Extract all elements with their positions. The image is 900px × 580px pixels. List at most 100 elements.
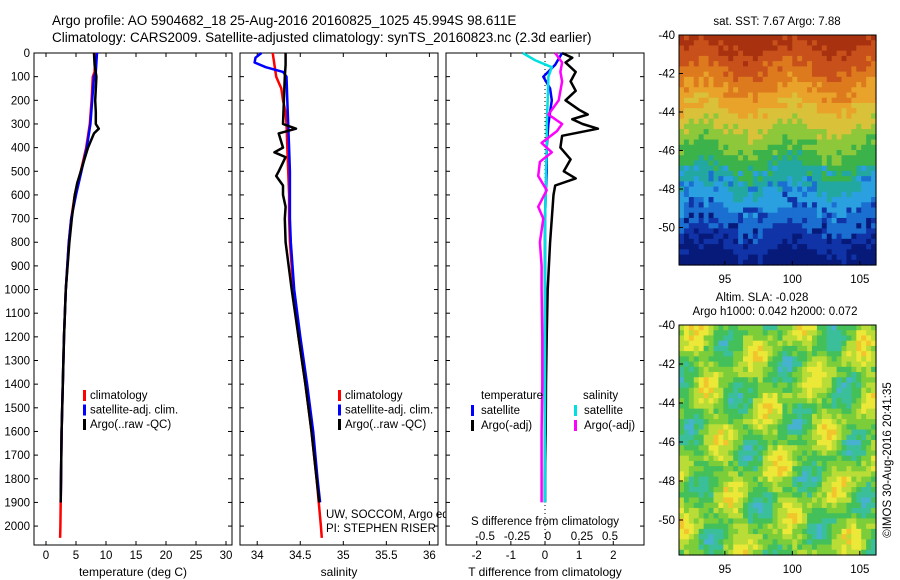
map-cell [777, 129, 784, 135]
map-cell [723, 513, 729, 520]
map-cell [718, 35, 724, 41]
map-cell [821, 50, 828, 57]
map-cell [683, 330, 690, 337]
map-cell [723, 40, 729, 47]
map-cell [846, 181, 852, 188]
map-cell [738, 228, 744, 235]
map-cell [688, 155, 695, 162]
map-cell [688, 507, 695, 514]
map-cell [856, 97, 862, 104]
map-cell [846, 345, 852, 352]
map-cell [743, 440, 749, 446]
map-cell [782, 55, 788, 62]
map-cell [802, 82, 808, 88]
map-cell [718, 129, 724, 135]
map-cell [733, 413, 739, 420]
map-cell [698, 102, 705, 109]
map-cell [777, 460, 784, 467]
map-cell [866, 202, 872, 209]
map-cell [777, 497, 784, 504]
map-cell [841, 76, 848, 83]
map-cell [728, 50, 734, 57]
map-cell [841, 534, 848, 540]
map-cell [826, 118, 833, 125]
sla-map-title: Altim. SLA: -0.028 [716, 292, 809, 304]
map-cell [851, 476, 857, 483]
map-cell [826, 429, 833, 436]
map-cell [713, 502, 719, 509]
map-cell [826, 403, 833, 410]
map-cell [856, 497, 862, 504]
map-cell [811, 356, 818, 363]
map-cell [772, 361, 779, 368]
map-cell [792, 387, 798, 394]
map-cell [856, 471, 862, 478]
map-cell [762, 471, 769, 478]
map-cell [826, 356, 833, 363]
map-cell [767, 429, 774, 436]
map-cell [703, 233, 710, 240]
map-cell [743, 259, 749, 266]
map-cell [816, 186, 823, 193]
map-cell [851, 129, 857, 135]
map-cell [826, 170, 833, 177]
map-cell [743, 528, 749, 535]
map-cell [693, 186, 700, 193]
map-cell [683, 440, 690, 446]
map-cell [747, 165, 754, 172]
map-cell [802, 191, 808, 198]
map-cell [718, 228, 724, 235]
map-cell [831, 223, 838, 230]
map-cell [698, 345, 705, 352]
map-cell [713, 238, 719, 245]
map-cell [811, 71, 818, 78]
map-cell [703, 87, 710, 94]
map-cell [743, 123, 749, 130]
map-cell [693, 228, 700, 235]
map-cell [723, 66, 729, 73]
map-cell [762, 50, 769, 57]
map-cell [866, 392, 872, 399]
map-cell [772, 238, 779, 245]
map-cell [679, 502, 685, 509]
map-cell [693, 340, 700, 347]
map-cell [703, 356, 710, 363]
map-cell [846, 476, 852, 483]
map-cell [767, 513, 774, 520]
map-cell [841, 45, 848, 52]
map-cell [743, 487, 749, 493]
map-cell [767, 507, 774, 514]
map-cell [851, 413, 857, 420]
map-cell [772, 45, 779, 52]
map-cell [728, 191, 734, 198]
map-cell [856, 377, 862, 384]
map-cell [713, 366, 719, 373]
map-cell [831, 392, 838, 399]
map-cell [772, 429, 779, 436]
map-cell [738, 82, 744, 88]
map-cell [831, 55, 838, 62]
xtick-label: 34.5 [289, 550, 311, 562]
map-cell [846, 160, 852, 167]
map-cell [831, 118, 838, 125]
map-cell [836, 471, 843, 478]
map-cell [747, 471, 754, 478]
map-cell [743, 113, 749, 120]
map-cell [841, 139, 848, 146]
map-cell [762, 160, 769, 167]
map-cell [747, 160, 754, 167]
map-cell [821, 377, 828, 384]
map-cell [811, 35, 818, 41]
map-cell [871, 186, 877, 193]
map-cell [747, 233, 754, 240]
map-cell [856, 539, 862, 546]
map-cell [752, 513, 759, 520]
map-cell [728, 403, 734, 410]
map-cell [787, 413, 793, 420]
map-cell [826, 176, 833, 182]
map-cell [841, 377, 848, 384]
map-cell [841, 254, 848, 261]
map-cell [767, 244, 774, 250]
map-cell [688, 481, 695, 488]
map-cell [688, 523, 695, 530]
